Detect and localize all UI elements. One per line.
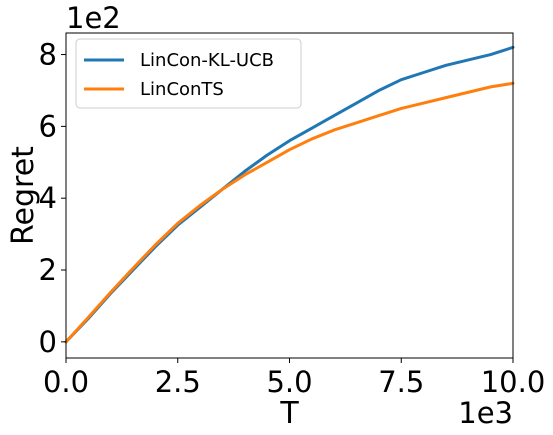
- y-tick-label: 0: [39, 325, 57, 359]
- y-tick-label: 6: [39, 109, 57, 143]
- legend-label: LinConTS: [140, 79, 224, 100]
- legend-label: LinCon-KL-UCB: [140, 50, 274, 71]
- y-axis-offset-text: 1e2: [66, 1, 121, 35]
- x-tick-label: 5.0: [266, 365, 312, 399]
- y-axis-label: Regret: [6, 146, 41, 245]
- legend: LinCon-KL-UCB LinConTS: [75, 38, 302, 109]
- x-tick-label: 0.0: [43, 365, 89, 399]
- x-tick-label: 10.0: [481, 365, 546, 399]
- x-axis-ticks: 0.0 2.5 5.0 7.5 10.0: [43, 358, 545, 399]
- x-tick-label: 2.5: [155, 365, 201, 399]
- y-axis-ticks: 0 2 4 6 8: [39, 38, 66, 359]
- x-tick-label: 7.5: [378, 365, 424, 399]
- series-line-lincon-ts: [64, 81, 515, 344]
- y-tick-label: 8: [39, 38, 57, 72]
- x-axis-offset-text: 1e3: [458, 396, 513, 430]
- y-tick-label: 4: [39, 181, 57, 215]
- legend-box: [75, 38, 302, 109]
- x-axis-label: T: [279, 396, 299, 431]
- y-tick-label: 2: [39, 253, 57, 287]
